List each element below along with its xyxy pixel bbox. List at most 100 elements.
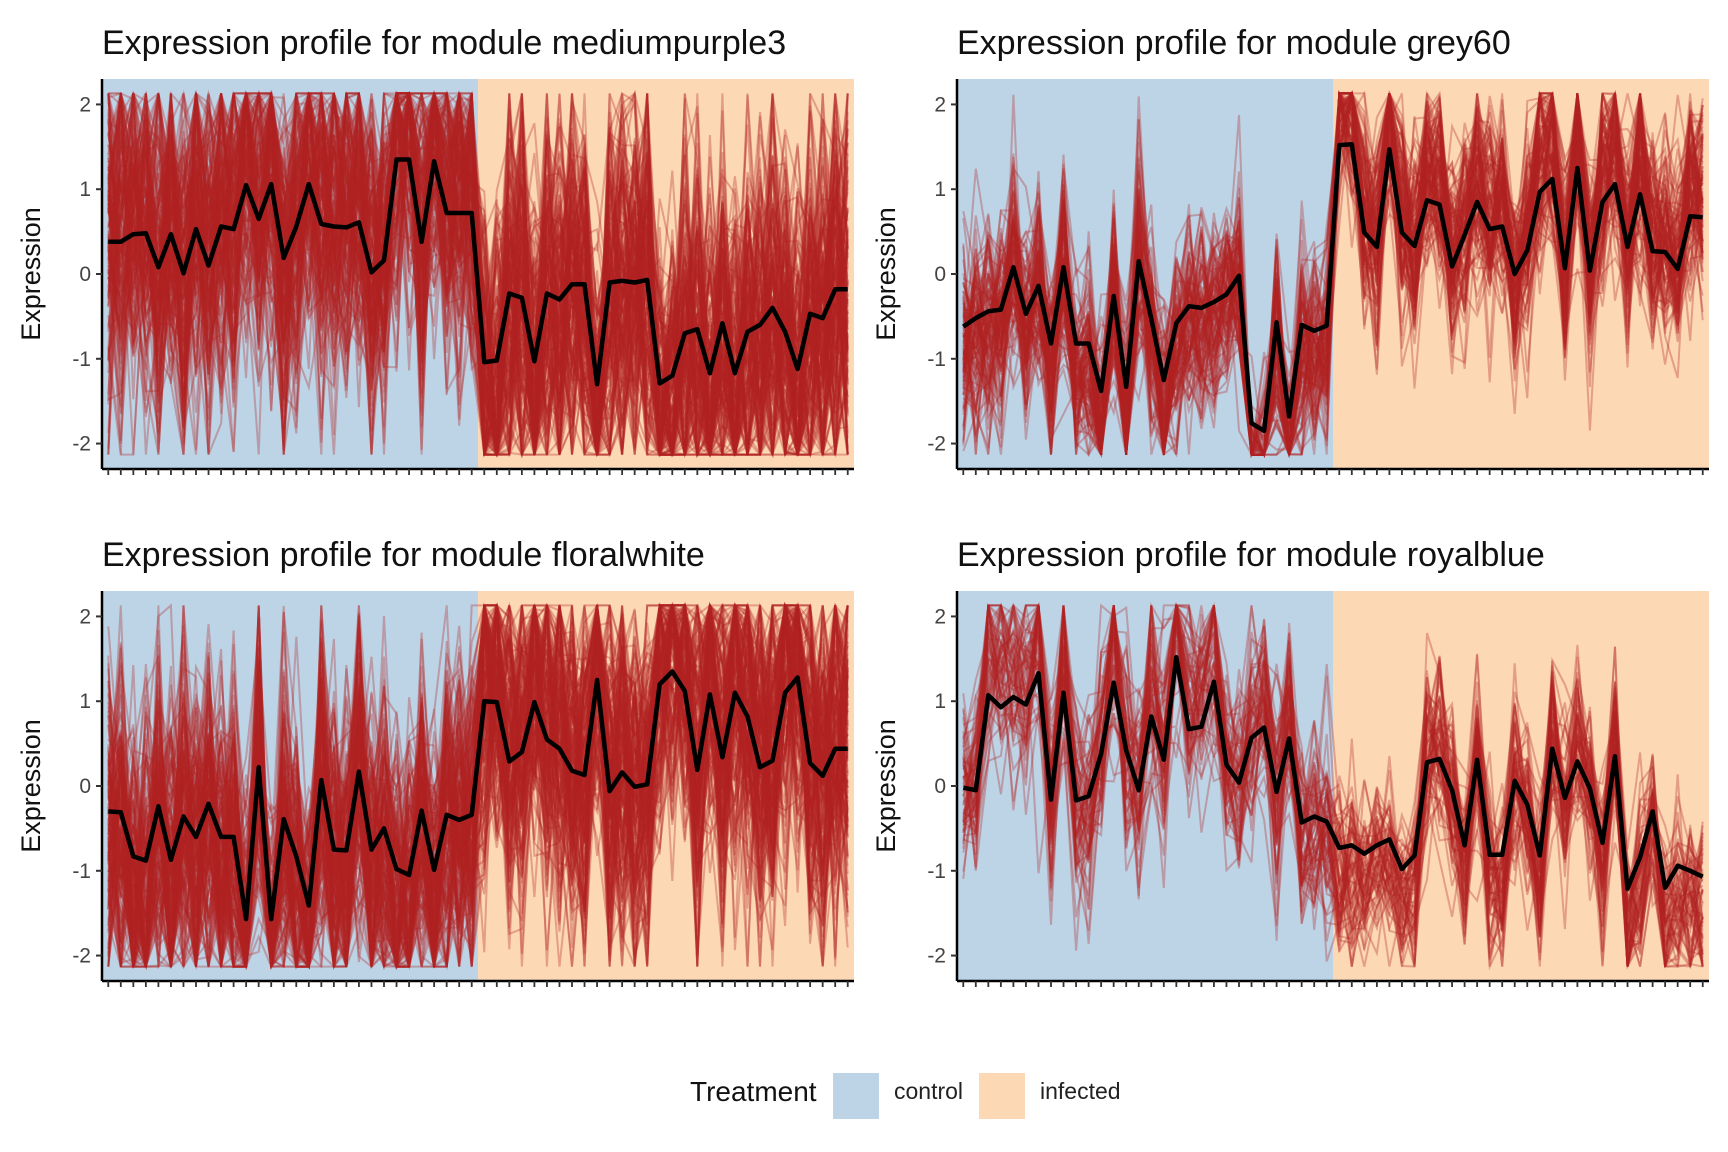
gene-line [107, 604, 849, 967]
gene-line [107, 605, 849, 967]
gene-line [107, 601, 849, 968]
gene-line [107, 605, 849, 968]
y-tick-label: -2 [927, 433, 946, 456]
gene-line [107, 93, 849, 459]
gene-line [107, 604, 849, 970]
gene-line [962, 602, 1704, 957]
gene-line [107, 601, 849, 949]
gene-line [107, 103, 849, 455]
gene-line [962, 604, 1704, 967]
gene-line [962, 92, 1704, 456]
panel-title: Expression profile for module royalblue [957, 536, 1545, 574]
gene-line [107, 604, 849, 969]
infected-background [478, 591, 854, 981]
gene-line [962, 605, 1704, 967]
y-tick-label: 2 [934, 605, 946, 628]
gene-lines [107, 601, 849, 971]
gene-line [107, 603, 849, 968]
gene-line [962, 605, 1704, 970]
gene-line [107, 602, 849, 967]
gene-line [107, 604, 849, 969]
gene-line [108, 605, 849, 970]
gene-line [107, 604, 849, 967]
gene-line [107, 605, 849, 970]
y-tick-label: -2 [72, 433, 91, 456]
infected-background [1333, 591, 1709, 981]
gene-line [107, 93, 849, 456]
gene-line [107, 604, 849, 970]
gene-line [107, 90, 849, 455]
gene-line [962, 604, 1704, 968]
panel-royalblue: Expression profile for module royalblue 2… [871, 536, 1709, 987]
y-tick-label: -1 [927, 348, 946, 371]
y-axis-title: Expression [871, 719, 901, 853]
panel-title: Expression profile for module grey60 [957, 24, 1511, 62]
gene-line [107, 91, 849, 456]
gene-line [107, 605, 849, 967]
gene-line [962, 605, 1704, 965]
y-axis-title: Expression [871, 207, 901, 341]
eigengene-line [962, 654, 1704, 891]
gene-line [107, 605, 849, 968]
gene-line [108, 92, 849, 455]
gene-line [107, 603, 849, 969]
y-tick-label: 0 [79, 263, 91, 286]
gene-line [107, 92, 849, 455]
gene-line [962, 608, 1704, 934]
gene-line [107, 93, 849, 456]
eigengene-line [962, 142, 1703, 434]
gene-line [962, 93, 1704, 455]
gene-line [107, 91, 849, 456]
gene-line [107, 90, 849, 456]
gene-line [107, 92, 849, 455]
gene-line [107, 92, 849, 456]
gene-line [107, 603, 849, 969]
gene-line [107, 601, 849, 967]
gene-line [107, 89, 849, 456]
legend: Treatment control infected [690, 1073, 1121, 1119]
gene-line [107, 603, 849, 968]
gene-line [107, 605, 849, 968]
gene-line [107, 92, 849, 459]
control-background [957, 591, 1333, 981]
y-tick-label: -2 [72, 945, 91, 968]
gene-line [962, 604, 1704, 923]
gene-line [962, 605, 1704, 967]
gene-line [962, 93, 1704, 459]
gene-line [107, 604, 849, 969]
gene-line [107, 91, 849, 458]
gene-line [962, 92, 1704, 456]
gene-line [107, 603, 849, 967]
gene-line [962, 605, 1704, 969]
legend-label-control: control [894, 1078, 963, 1104]
gene-line [107, 604, 849, 967]
gene-line [107, 89, 849, 458]
gene-line [107, 602, 849, 967]
gene-line [107, 92, 848, 456]
gene-line [107, 605, 849, 967]
gene-line [107, 89, 849, 456]
gene-line [107, 604, 849, 968]
gene-line [962, 605, 1704, 967]
gene-line [107, 605, 849, 968]
gene-line [962, 605, 1704, 928]
gene-line [962, 93, 1704, 456]
gene-line [107, 93, 849, 455]
gene-line [962, 605, 1704, 964]
gene-line [107, 603, 849, 967]
gene-line [962, 603, 1704, 971]
y-tick-label: 2 [79, 605, 91, 628]
gene-line [107, 605, 849, 968]
gene-line [107, 92, 849, 455]
y-tick-label: 1 [934, 690, 946, 713]
gene-line [107, 92, 849, 456]
gene-line [962, 605, 1704, 952]
gene-line [107, 92, 849, 456]
gene-line [107, 605, 849, 971]
gene-line [107, 605, 849, 967]
y-axis-title: Expression [16, 719, 46, 853]
y-tick-label: 0 [934, 263, 946, 286]
gene-line [107, 602, 849, 970]
gene-line [107, 604, 849, 967]
